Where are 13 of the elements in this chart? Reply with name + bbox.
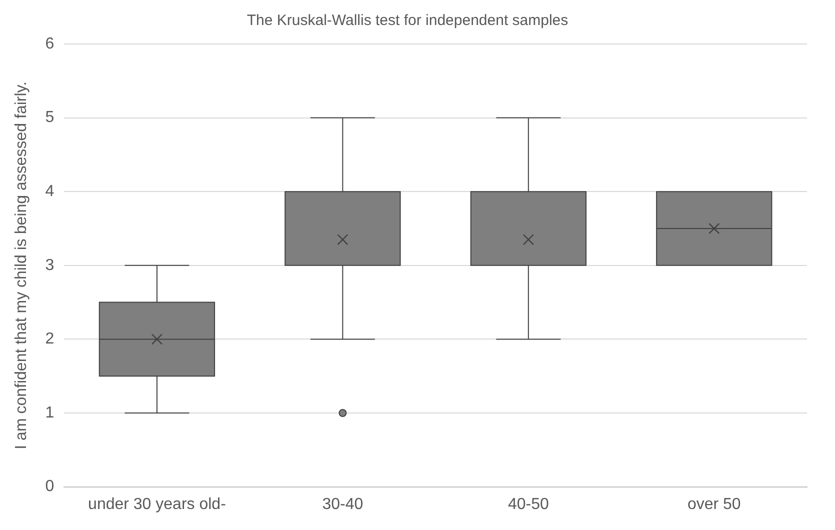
y-tick-label: 2 [45, 330, 54, 348]
y-tick-label: 3 [45, 256, 54, 274]
y-tick-label: 0 [45, 478, 54, 496]
y-axis-title: I am confident that my child is being assessed fairly. [13, 81, 30, 450]
y-tick-label: 5 [45, 109, 54, 126]
y-tick-label: 1 [45, 404, 54, 422]
x-tick-label: over 50 [687, 496, 741, 513]
y-tick-label: 4 [45, 183, 54, 200]
x-tick-label: 30-40 [322, 496, 364, 513]
y-tick-label: 6 [45, 35, 54, 52]
x-tick-label: under 30 years old- [88, 496, 226, 513]
x-tick-label: 40-50 [508, 496, 549, 513]
chart-title: The Kruskal-Wallis test for independent samples [246, 12, 568, 30]
